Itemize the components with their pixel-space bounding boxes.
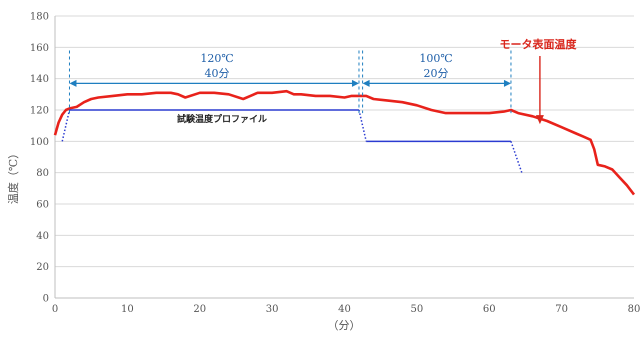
- y-tick-label: 40: [36, 231, 49, 242]
- series-segment-profile-ramp: [510, 141, 523, 173]
- y-tick-label: 160: [30, 43, 49, 54]
- y-axis-title: 温度（℃）: [6, 148, 20, 204]
- series-line-motor-temp: [53, 89, 636, 196]
- annotation-motor-label: モータ表面温度: [500, 37, 578, 51]
- annotation-arrowhead-right: [503, 79, 511, 87]
- x-tick-label: 80: [628, 304, 641, 315]
- x-tick-label: 60: [483, 304, 496, 315]
- series: [53, 89, 636, 196]
- series-segment-profile-ramp: [358, 109, 367, 142]
- y-tick-label: 0: [43, 294, 49, 305]
- annotation-span1-temp: 120℃: [200, 52, 233, 65]
- x-tick-label: 10: [121, 304, 134, 315]
- annotation-motor-arrowhead: [535, 115, 544, 125]
- y-tick-label: 100: [30, 137, 49, 148]
- labels: 温度（℃） （分） 120℃ 40分 100℃ 20分 モータ表面温度 試験温度…: [6, 37, 577, 332]
- x-tick-label: 0: [52, 304, 58, 315]
- x-tick-label: 70: [555, 304, 568, 315]
- annotation-arrowhead-right: [351, 79, 359, 87]
- y-tick-label: 80: [36, 168, 49, 179]
- x-tick-label: 50: [411, 304, 424, 315]
- annotation-profile-label: 試験温度プロファイル: [177, 113, 267, 125]
- grid: [55, 15, 634, 268]
- annotation-span2-time: 20分: [424, 67, 449, 80]
- annotation-span2-temp: 100℃: [419, 52, 452, 65]
- x-tick-label: 30: [266, 304, 279, 315]
- axes: 0 20 40 60 80 100 120 140 160 180 0 10 20 30 40 50 60 70 8…: [30, 12, 640, 316]
- y-tick-label: 140: [30, 74, 49, 85]
- annotation-arrowhead-left: [69, 79, 77, 87]
- annotation-arrowhead-left: [362, 79, 370, 87]
- y-tick-label: 180: [30, 12, 49, 23]
- x-axis-title: （分）: [328, 319, 361, 332]
- annotation-span1-time: 40分: [205, 67, 230, 80]
- x-tick-label: 20: [193, 304, 206, 315]
- y-tick-label: 120: [30, 106, 49, 117]
- y-tick-label: 20: [36, 262, 49, 273]
- annotations: [68, 50, 544, 125]
- y-tick-label: 60: [36, 200, 49, 211]
- x-tick-label: 40: [338, 304, 351, 315]
